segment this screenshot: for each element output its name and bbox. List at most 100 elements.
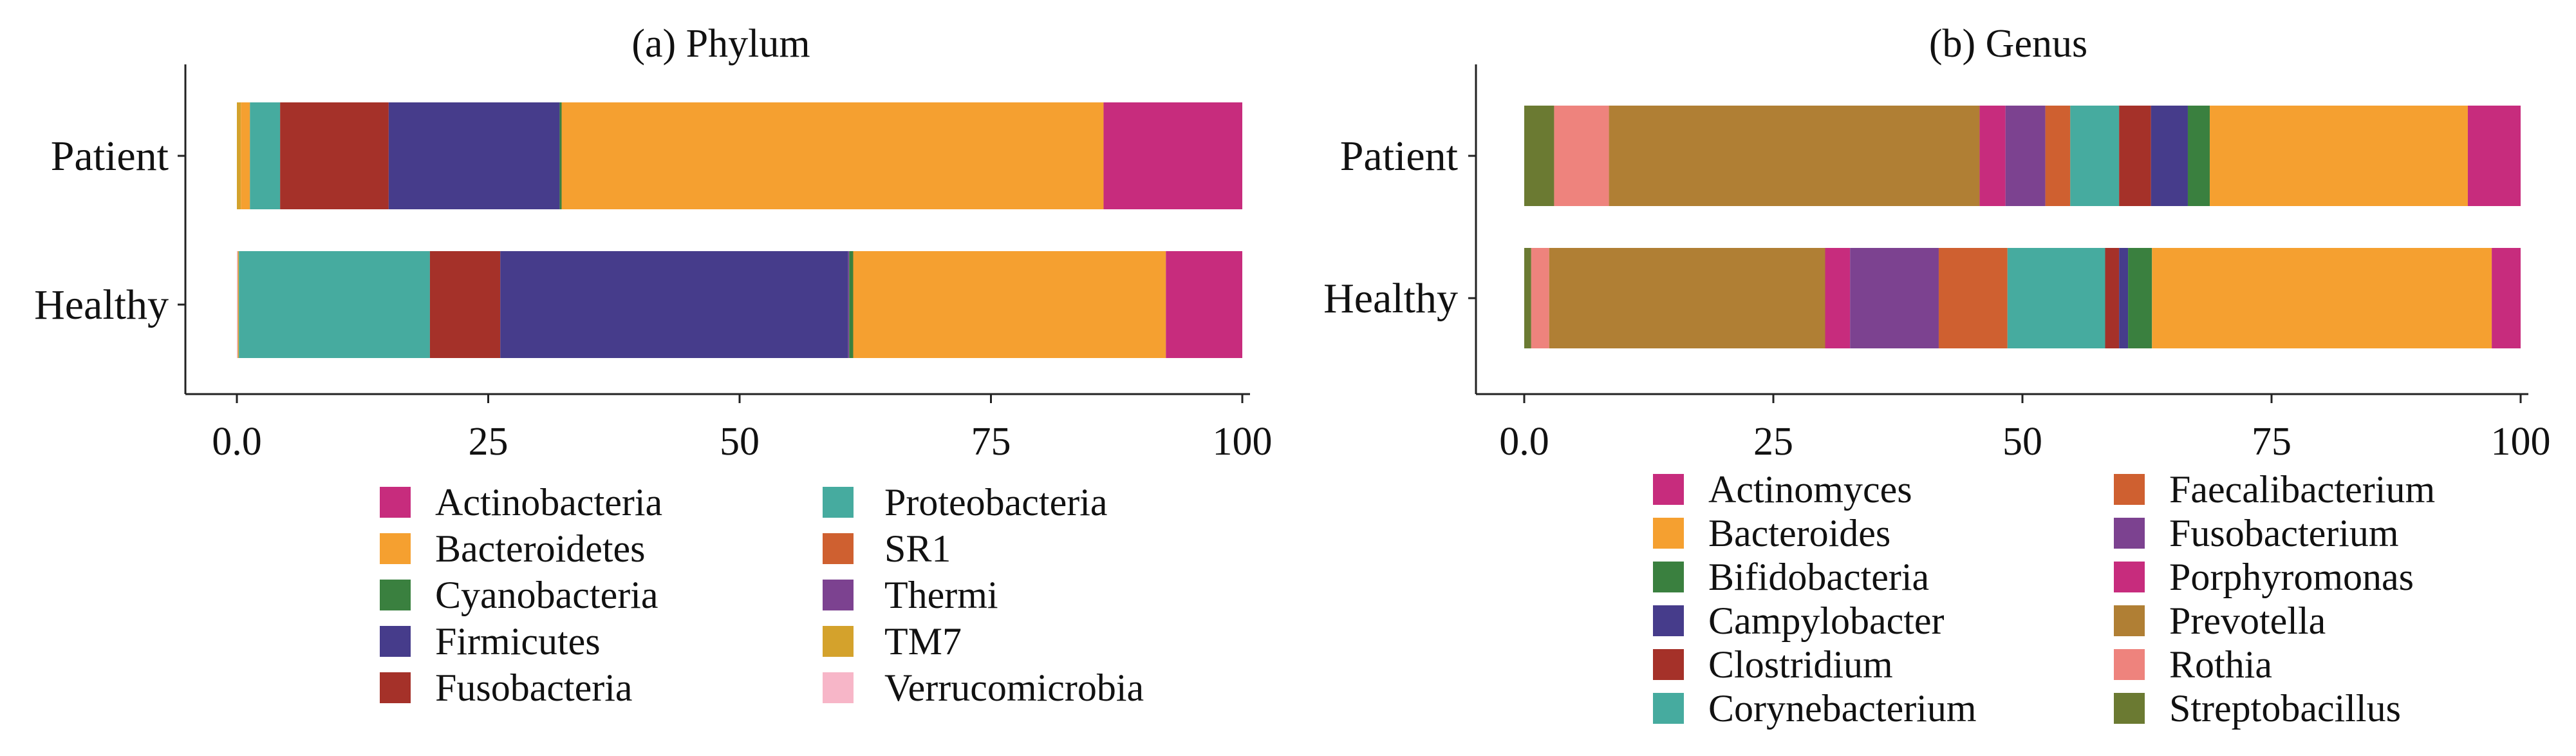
legend-label-verrucomicrobia: Verrucomicrobia (884, 666, 1144, 709)
bar-segment-healthy-actinomyces (2492, 248, 2521, 348)
legend-swatch-bifidobacteria (1653, 562, 1684, 592)
bar-segment-patient-prevotella (1609, 106, 1980, 206)
legend-swatch-fusobacterium (2114, 518, 2145, 549)
legend-label-actinobacteria: Actinobacteria (435, 481, 662, 524)
legend-swatch-thermi (823, 580, 854, 610)
legend-swatch-porphyromonas (2114, 562, 2145, 592)
chart-title-genus: (b) Genus (1929, 22, 2087, 66)
x-tick-label-75: 75 (971, 420, 1011, 464)
legend-swatch-clostridium (1653, 649, 1684, 680)
bar-segment-healthy-firmicutes (500, 251, 848, 358)
bar-segment-patient-corynebacterium (2070, 106, 2120, 206)
bar-segment-healthy-tm7 (238, 251, 239, 358)
bar-segment-healthy-faecalibacterium (1938, 248, 2008, 348)
legend-swatch-tm7 (823, 626, 854, 657)
legend-swatch-bacteroides (1653, 518, 1684, 549)
legend-label-bacteroidetes: Bacteroidetes (435, 527, 646, 570)
bar-segment-healthy-fusobacterium (1850, 248, 1939, 348)
panel-phylum: (a) Phylum Patient Healthy 0.0 25 50 75 100 A… (34, 22, 1272, 709)
x-tick-label-100: 100 (1213, 420, 1273, 464)
panel-genus: (b) Genus Patient Healthy 0.0 25 50 75 100 Ac… (1323, 22, 2550, 730)
legend-label-firmicutes: Firmicutes (435, 620, 601, 663)
bar-segment-healthy-streptobacillus (1524, 248, 1531, 348)
bar-segment-healthy-cyanobacteria (849, 251, 854, 358)
bar-segment-healthy-fusobacteria (429, 251, 501, 358)
x-tick-label-75: 75 (2252, 420, 2291, 464)
bar-segment-healthy-rothia (1531, 248, 1549, 348)
bar-segment-patient-bacteroides (2210, 106, 2468, 206)
legend-label-clostridium: Clostridium (1708, 643, 1893, 686)
legend-swatch-faecalibacterium (2114, 474, 2145, 505)
legend-label-corynebacterium: Corynebacterium (1708, 687, 1977, 730)
bar-segment-patient-campylobacter (2151, 106, 2188, 206)
legend-label-porphyromonas: Porphyromonas (2169, 556, 2414, 598)
bar-segment-patient-rothia (1554, 106, 1609, 206)
bar-segment-healthy-actinobacteria (1166, 251, 1242, 358)
chart-title-phylum: (a) Phylum (631, 22, 810, 66)
legend-swatch-firmicutes (380, 626, 411, 657)
legend-swatch-cyanobacteria (380, 580, 411, 610)
legend-swatch-verrucomicrobia (823, 672, 854, 703)
legend-phylum: ActinobacteriaBacteroidetesCyanobacteria… (380, 481, 1144, 709)
bar-segment-patient-proteobacteria (250, 102, 281, 209)
legend-swatch-actinomyces (1653, 474, 1684, 505)
bar-segment-patient-clostridium (2119, 106, 2151, 206)
legend-label-actinomyces: Actinomyces (1708, 468, 1912, 511)
bar-segment-patient-actinomyces (2467, 106, 2521, 206)
bar-segment-healthy-corynebacterium (2007, 248, 2105, 348)
legend-swatch-sr1 (823, 533, 854, 564)
x-tick-label-50: 50 (2002, 420, 2042, 464)
bar-segment-healthy-porphyromonas (1825, 248, 1851, 348)
legend-label-proteobacteria: Proteobacteria (884, 481, 1108, 524)
bar-segment-healthy-verrucomicrobia (237, 251, 238, 358)
legend-label-fusobacteria: Fusobacteria (435, 666, 633, 709)
bar-segment-healthy-clostridium (2105, 248, 2120, 348)
x-tick-label-25: 25 (469, 420, 509, 464)
legend-swatch-rothia (2114, 649, 2145, 680)
category-label-healthy: Healthy (34, 281, 169, 328)
category-label-patient: Patient (1340, 133, 1458, 180)
bar-segment-healthy-thermi (848, 251, 850, 358)
bar-segment-patient-fusobacteria (280, 102, 389, 209)
legend-label-bacteroides: Bacteroides (1708, 512, 1890, 554)
x-tick-label-0: 0.0 (1499, 420, 1549, 464)
x-tick-label-0: 0.0 (212, 420, 262, 464)
legend-swatch-corynebacterium (1653, 693, 1684, 724)
x-tick-label-100: 100 (2491, 420, 2551, 464)
bars-phylum (237, 102, 1242, 358)
legend-swatch-streptobacillus (2114, 693, 2145, 724)
legend-label-faecalibacterium: Faecalibacterium (2169, 468, 2435, 511)
bar-segment-patient-firmicutes (388, 102, 560, 209)
legend-swatch-bacteroidetes (380, 533, 411, 564)
legend-swatch-prevotella (2114, 605, 2145, 636)
bar-segment-patient-fusobacterium (2005, 106, 2046, 206)
x-tick-label-25: 25 (1753, 420, 1793, 464)
legend-label-tm7: TM7 (884, 620, 962, 663)
bar-segment-patient-actinobacteria (1103, 102, 1242, 209)
legend-label-bifidobacteria: Bifidobacteria (1708, 556, 1929, 598)
legend-genus: ActinomycesBacteroidesBifidobacteriaCamp… (1653, 468, 2435, 730)
axes-genus (1468, 64, 2528, 395)
legend-label-thermi: Thermi (884, 574, 998, 616)
bar-segment-healthy-bacteroidetes (853, 251, 1166, 358)
x-ticks-genus: 0.0 25 50 75 100 (1499, 394, 2551, 464)
x-tick-label-50: 50 (720, 420, 760, 464)
category-label-patient: Patient (51, 133, 169, 180)
legend-label-rothia: Rothia (2169, 643, 2272, 686)
legend-label-fusobacterium: Fusobacterium (2169, 512, 2399, 554)
bar-segment-patient-faecalibacterium (2045, 106, 2071, 206)
legend-label-cyanobacteria: Cyanobacteria (435, 574, 658, 616)
bar-segment-healthy-proteobacteria (239, 251, 430, 358)
legend-label-sr1: SR1 (884, 527, 951, 570)
bar-segment-patient-tm7 (237, 102, 241, 209)
legend-swatch-actinobacteria (380, 487, 411, 518)
bar-segment-patient-bifidobacteria (2187, 106, 2210, 206)
bar-segment-patient-cyanobacteria (559, 102, 562, 209)
category-label-healthy: Healthy (1323, 275, 1458, 322)
legend-label-campylobacter: Campylobacter (1708, 600, 1945, 642)
bar-segment-healthy-prevotella (1549, 248, 1825, 348)
bar-segment-patient-porphyromonas (1979, 106, 2006, 206)
bar-segment-patient-streptobacillus (1524, 106, 1554, 206)
bar-segment-healthy-campylobacter (2119, 248, 2129, 348)
